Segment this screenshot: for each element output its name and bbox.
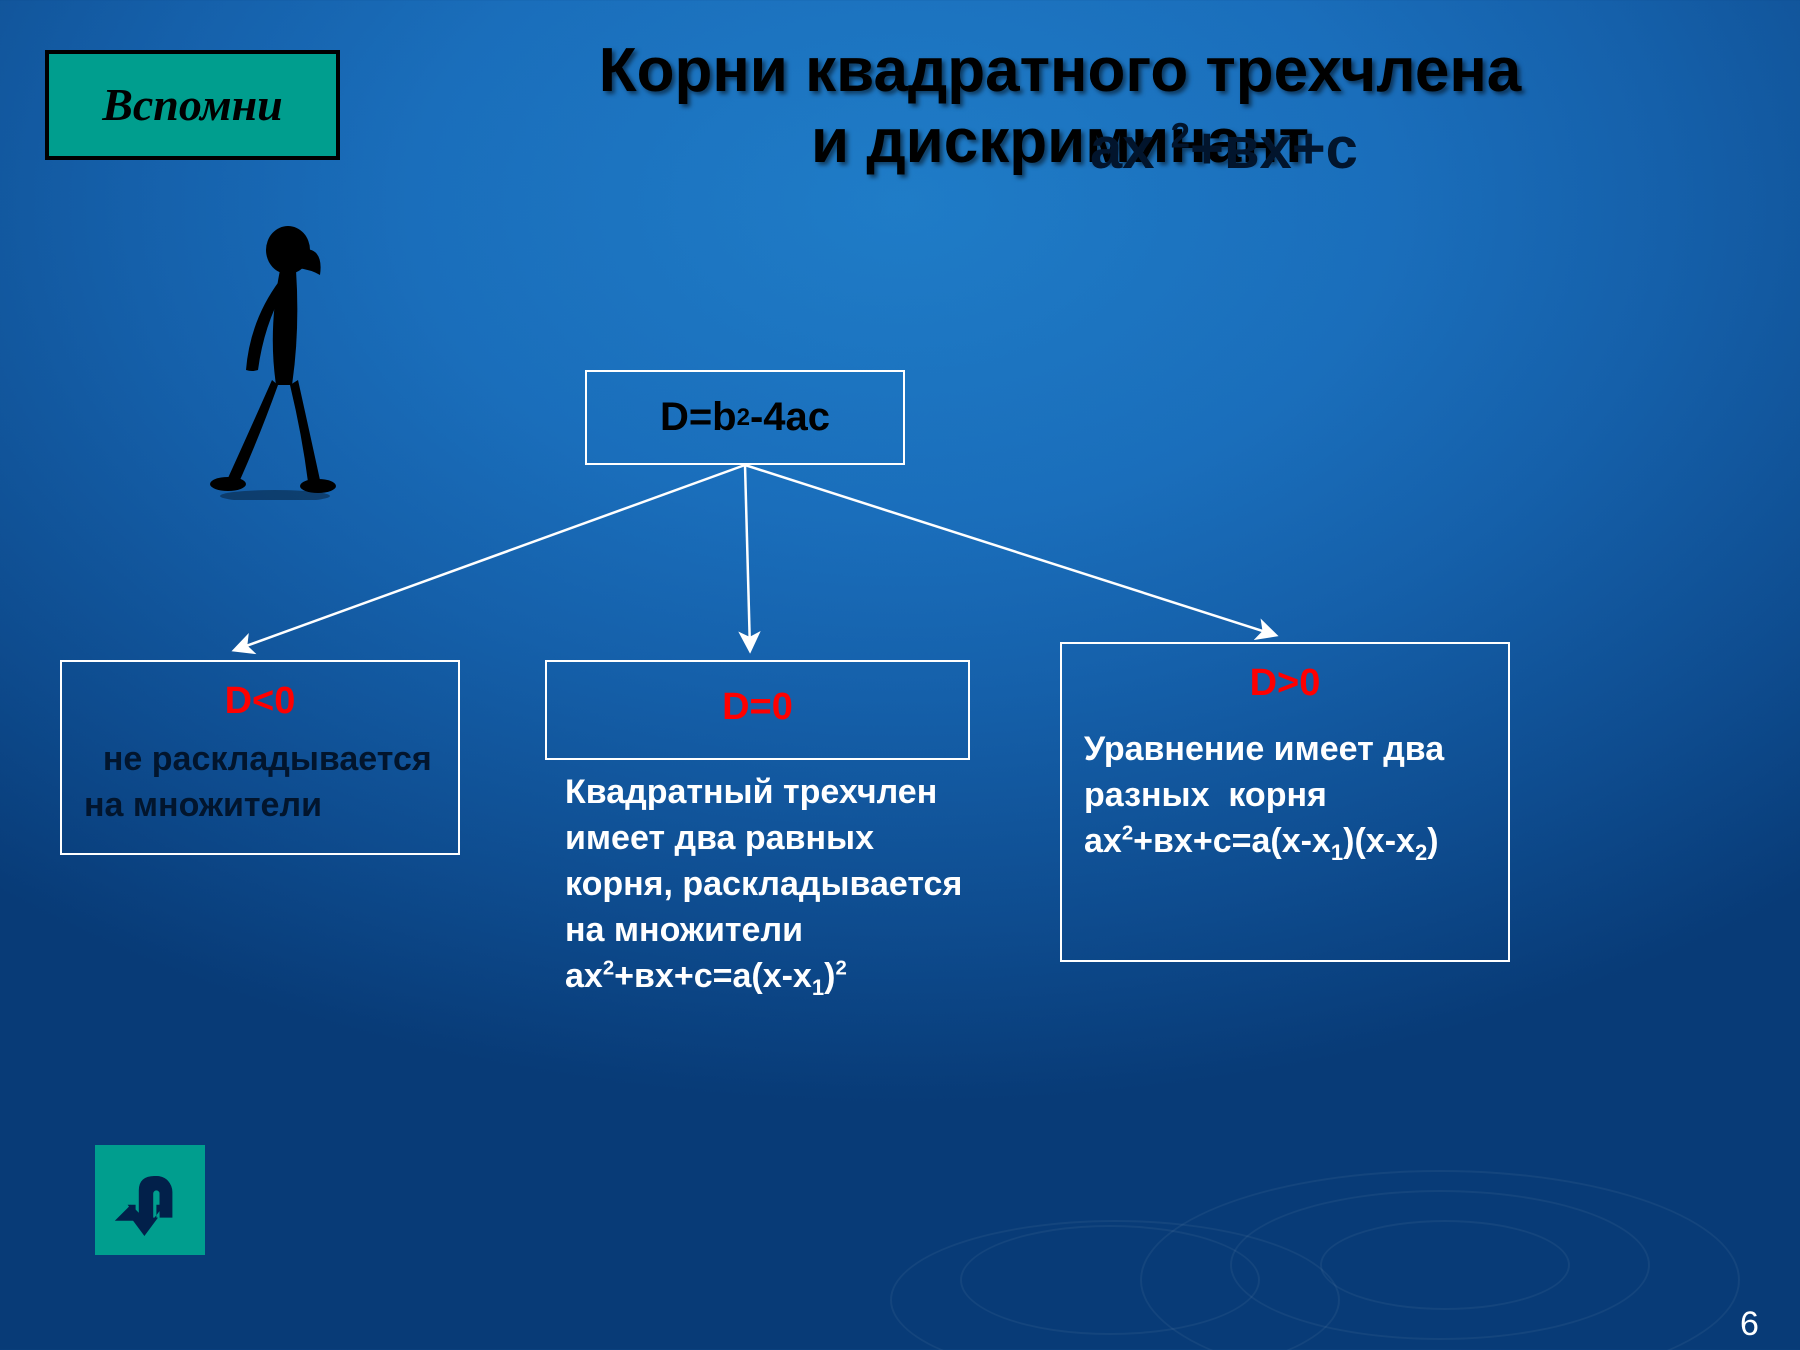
case-d-negative-box: D<0 не раскладывается на множители — [60, 660, 460, 855]
u-turn-icon — [110, 1160, 190, 1240]
thinking-figure-icon — [180, 220, 360, 500]
case-d-zero-body: Квадратный трехчлен имеет два равных кор… — [565, 770, 975, 1002]
case-d-zero-box: D=0 — [545, 660, 970, 760]
bg-ripple — [1320, 1220, 1570, 1310]
back-button[interactable] — [95, 1145, 205, 1255]
bg-ripple — [1230, 1190, 1650, 1340]
bg-ripple — [890, 1220, 1340, 1350]
case-d-zero-head: D=0 — [569, 686, 946, 729]
title-line1: Корни квадратного трехчлена — [599, 36, 1522, 105]
reminder-badge-text: Вспомни — [102, 79, 283, 130]
case-d-positive-body: Уравнение имеет два разных корняах2+вх+с… — [1084, 727, 1486, 867]
case-d-negative-head: D<0 — [84, 680, 436, 723]
case-d-positive-head: D>0 — [1084, 662, 1486, 705]
discriminant-formula-box: D=b2-4ac — [585, 370, 905, 465]
slide-title: Корни квадратного трехчлена и дискримина… — [370, 35, 1750, 178]
title-formula: ах 2+вх+с — [1090, 115, 1358, 182]
page-number: 6 — [1740, 1305, 1759, 1344]
reminder-badge: Вспомни — [45, 50, 340, 160]
bg-ripple — [960, 1225, 1260, 1335]
case-d-negative-body: не раскладывается на множители — [84, 737, 436, 829]
case-d-positive-box: D>0 Уравнение имеет два разных корняах2+… — [1060, 642, 1510, 962]
bg-ripple — [1140, 1170, 1740, 1350]
